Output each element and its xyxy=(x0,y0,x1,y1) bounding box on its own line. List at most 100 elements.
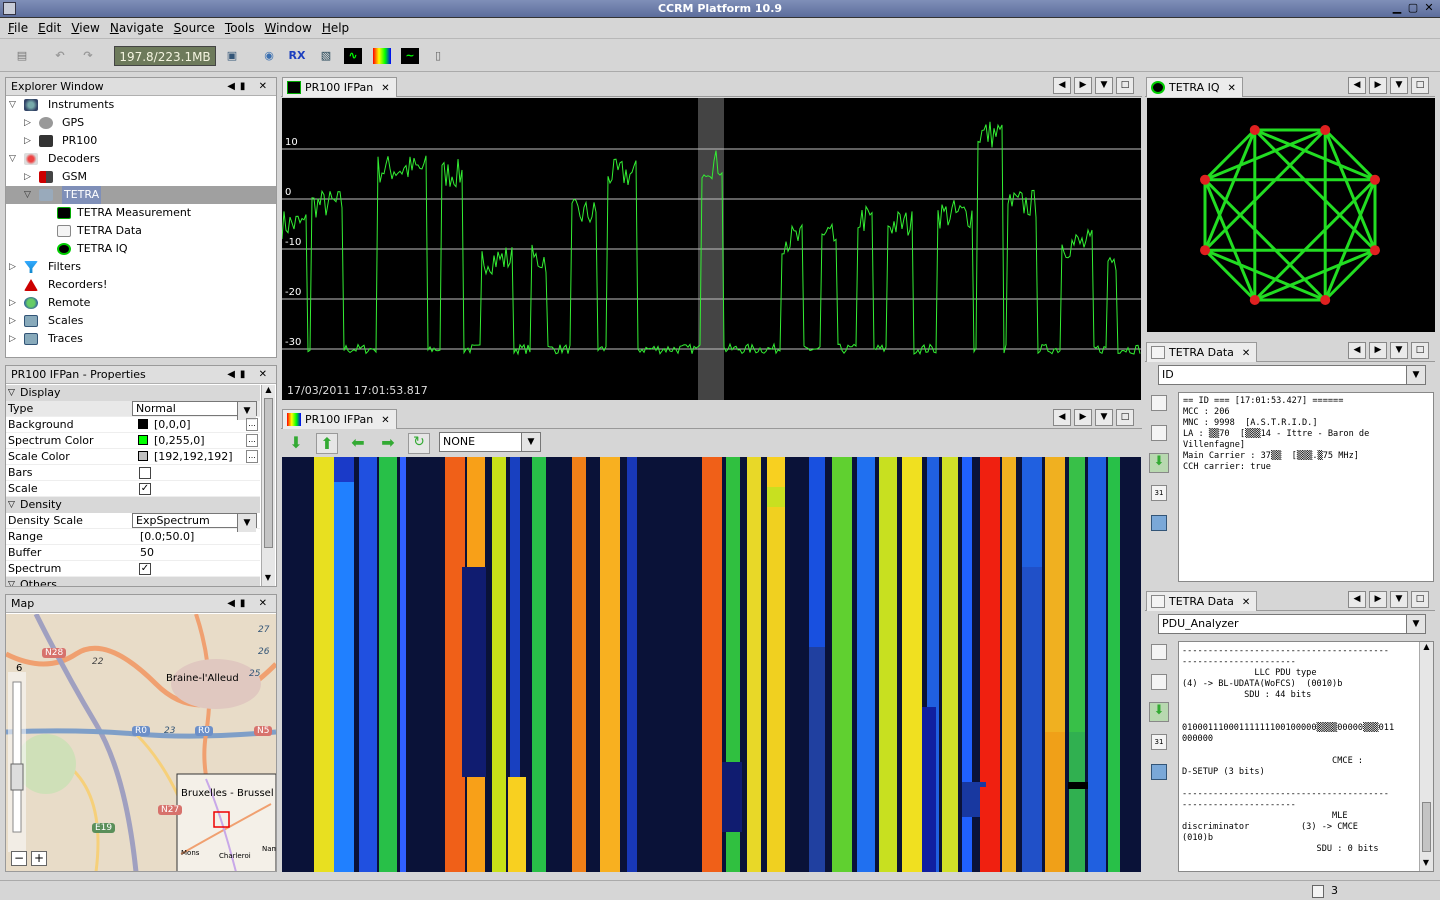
waterfall-select[interactable]: NONE xyxy=(439,432,541,452)
arrow-up-icon[interactable]: ⬆ xyxy=(316,433,338,454)
folder-icon[interactable] xyxy=(1151,515,1167,531)
menu-tools[interactable]: Tools xyxy=(224,21,255,35)
data2-scrollbar[interactable]: ▲ ▼ xyxy=(1419,642,1433,871)
iq-constellation-view[interactable] xyxy=(1147,98,1435,332)
tab-tetra-data-1[interactable]: TETRA Data ✕ xyxy=(1146,342,1258,362)
maximize-panel-icon[interactable]: □ xyxy=(1411,342,1429,359)
copy-icon[interactable] xyxy=(1151,674,1167,690)
tetra-data1-text[interactable]: == ID === [17:01:53.427] ====== MCC : 20… xyxy=(1178,392,1434,582)
document-icon[interactable]: ▯ xyxy=(434,49,442,62)
tree-item-tetra[interactable]: ▽ TETRA xyxy=(6,186,276,204)
tree-item-filters[interactable]: ▷ Filters xyxy=(9,260,81,273)
waterfall-icon[interactable] xyxy=(373,48,391,64)
close-tab-icon[interactable]: ✕ xyxy=(381,415,390,426)
undo-icon[interactable]: ↶ xyxy=(55,49,65,62)
calendar-icon[interactable]: 31 xyxy=(1151,485,1167,501)
download-icon[interactable]: ⬇ xyxy=(1149,453,1169,473)
tree-item-remote[interactable]: ▷ Remote xyxy=(9,296,91,309)
tab-tetra-iq[interactable]: TETRA IQ ✕ xyxy=(1146,77,1243,97)
menu-edit[interactable]: Edit xyxy=(38,21,62,35)
scale-color-edit-button[interactable]: ... xyxy=(246,450,258,463)
notifications-icon[interactable] xyxy=(1312,885,1324,898)
refresh-icon[interactable]: ↻ xyxy=(408,433,430,454)
prev-icon[interactable]: ◀ xyxy=(1348,591,1366,608)
dropdown-icon[interactable]: ▼ xyxy=(1390,591,1408,608)
close-tab-icon[interactable]: ✕ xyxy=(1241,597,1251,608)
tab-ifpan[interactable]: PR100 IFPan ✕ xyxy=(282,77,397,97)
garbage-collect-icon[interactable]: ▣ xyxy=(226,49,238,62)
tree-item-gsm[interactable]: ▷ GSM xyxy=(24,170,87,183)
prev-icon[interactable]: ◀ xyxy=(1053,409,1071,426)
prop-type[interactable]: Type Normal xyxy=(6,401,260,420)
type-select[interactable]: Normal xyxy=(132,401,257,420)
spectrum-checkbox[interactable]: ✓ xyxy=(139,563,151,575)
tree-item-traces[interactable]: ▷ Traces xyxy=(9,332,83,345)
scale-checkbox[interactable]: ✓ xyxy=(139,483,151,495)
clear-icon[interactable] xyxy=(1151,395,1167,411)
maximize-panel-icon[interactable]: □ xyxy=(1411,77,1429,94)
properties-scrollbar[interactable]: ▲ ▼ xyxy=(261,385,275,586)
redo-icon[interactable]: ↷ xyxy=(83,49,93,62)
tetra-data1-select[interactable]: ID xyxy=(1158,365,1426,385)
clear-icon[interactable] xyxy=(1151,644,1167,660)
close-window-icon[interactable]: ✕ xyxy=(1424,1,1434,14)
zoom-in-button[interactable]: + xyxy=(31,851,47,866)
menu-navigate[interactable]: Navigate xyxy=(109,21,164,35)
next-icon[interactable]: ▶ xyxy=(1369,591,1387,608)
panel-controls-icon[interactable]: ◀▮ ✕ xyxy=(227,81,272,92)
menu-source[interactable]: Source xyxy=(173,21,215,35)
folder-icon[interactable] xyxy=(1151,764,1167,780)
map-canvas[interactable] xyxy=(6,614,276,872)
tree-item-pr100[interactable]: ▷ PR100 xyxy=(24,134,98,147)
tetra-data2-select[interactable]: PDU_Analyzer xyxy=(1158,614,1426,634)
section-density[interactable]: Density xyxy=(6,497,260,513)
panel-controls-icon[interactable]: ◀▮ ✕ xyxy=(227,598,272,609)
prop-bars[interactable]: Bars xyxy=(6,465,260,481)
density-scale-select[interactable]: ExpSpectrum xyxy=(132,513,257,532)
background-edit-button[interactable]: ... xyxy=(246,418,258,431)
globe-icon[interactable]: ◉ xyxy=(264,49,274,62)
prev-icon[interactable]: ◀ xyxy=(1348,342,1366,359)
arrow-left-icon[interactable]: ⬅ xyxy=(351,433,365,452)
tab-waterfall[interactable]: PR100 IFPan ✕ xyxy=(282,409,397,429)
measurement-icon[interactable]: ∼ xyxy=(401,48,419,64)
dropdown-icon[interactable]: ▼ xyxy=(1095,77,1113,94)
prop-buffer[interactable]: Buffer 50 xyxy=(6,545,260,561)
spectrum-icon[interactable]: ∿ xyxy=(344,48,362,64)
next-icon[interactable]: ▶ xyxy=(1369,342,1387,359)
tetra-data2-text[interactable]: ----------------------------------------… xyxy=(1178,641,1434,872)
rx-button[interactable]: RX xyxy=(288,49,306,62)
dropdown-icon[interactable]: ▼ xyxy=(1095,409,1113,426)
section-display[interactable]: Display xyxy=(6,385,260,401)
tree-item-tetra-data[interactable]: TETRA Data xyxy=(6,222,276,240)
minimize-icon[interactable]: ▁ xyxy=(1392,1,1402,14)
prop-density-scale[interactable]: Density Scale ExpSpectrum xyxy=(6,513,260,532)
menu-help[interactable]: Help xyxy=(321,21,350,35)
prev-icon[interactable]: ◀ xyxy=(1053,77,1071,94)
next-icon[interactable]: ▶ xyxy=(1369,77,1387,94)
copy-icon[interactable] xyxy=(1151,425,1167,441)
bars-checkbox[interactable] xyxy=(139,467,151,479)
close-tab-icon[interactable]: ✕ xyxy=(381,83,390,94)
section-others[interactable]: Others xyxy=(6,577,260,586)
panel-controls-icon[interactable]: ◀▮ ✕ xyxy=(227,369,272,380)
waterfall-view[interactable] xyxy=(282,457,1141,872)
ifpan-spectrum-view[interactable]: 10 0 -10 -20 -30 17/03/2011 17:01:53.817 xyxy=(282,98,1141,400)
dropdown-icon[interactable]: ▼ xyxy=(1390,77,1408,94)
maximize-panel-icon[interactable]: □ xyxy=(1116,409,1134,426)
calendar-icon[interactable]: 31 xyxy=(1151,734,1167,750)
next-icon[interactable]: ▶ xyxy=(1074,77,1092,94)
tree-item-instruments[interactable]: ▽ Instruments xyxy=(9,98,115,111)
tree-item-gps[interactable]: ▷ GPS xyxy=(24,116,85,129)
prop-scale[interactable]: Scale ✓ xyxy=(6,481,260,497)
image-icon[interactable]: ▧ xyxy=(320,49,332,62)
save-all-icon[interactable]: ▤ xyxy=(16,49,28,62)
close-tab-icon[interactable]: ✕ xyxy=(1241,348,1251,359)
prop-background[interactable]: Background [0,0,0]... xyxy=(6,417,260,433)
tree-item-decoders[interactable]: ▽ Decoders xyxy=(9,152,101,165)
maximize-panel-icon[interactable]: □ xyxy=(1411,591,1429,608)
next-icon[interactable]: ▶ xyxy=(1074,409,1092,426)
arrow-right-icon[interactable]: ➡ xyxy=(381,433,395,452)
prop-scale-color[interactable]: Scale Color [192,192,192]... xyxy=(6,449,260,465)
prop-range[interactable]: Range [0.0;50.0] xyxy=(6,529,260,545)
